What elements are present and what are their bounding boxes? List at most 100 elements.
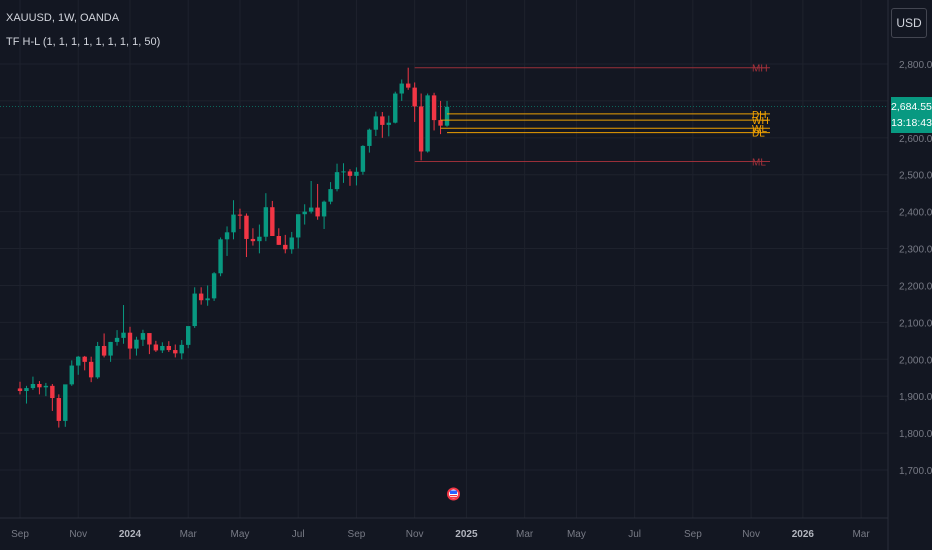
candle-body[interactable]	[82, 356, 87, 362]
candle-body[interactable]	[160, 345, 165, 351]
candle-body[interactable]	[289, 237, 294, 250]
candle-body[interactable]	[88, 361, 94, 378]
candle-body[interactable]	[302, 211, 307, 215]
candle-body[interactable]	[95, 345, 100, 378]
candle-body[interactable]	[257, 236, 262, 242]
candle-body[interactable]	[121, 332, 126, 338]
last-price-tag: 2,684.550 13:18:43	[891, 97, 932, 133]
candle-body[interactable]	[17, 388, 23, 392]
candle-body[interactable]	[354, 171, 359, 176]
candle-body[interactable]	[418, 106, 424, 152]
x-tick-label: Sep	[11, 529, 29, 540]
candle-body[interactable]	[380, 116, 385, 125]
x-tick-label: Nov	[69, 529, 87, 540]
candle-body[interactable]	[166, 345, 172, 351]
candle-body[interactable]	[50, 385, 55, 399]
candle-body[interactable]	[198, 293, 204, 301]
candle-body[interactable]	[218, 239, 223, 274]
candle-body[interactable]	[283, 244, 288, 250]
y-tick-label: 2,400.000	[899, 208, 932, 219]
candle-body[interactable]	[237, 214, 243, 216]
candle-body[interactable]	[186, 326, 191, 345]
candle-body[interactable]	[334, 172, 340, 190]
y-tick-label: 2,500.000	[899, 171, 932, 182]
currency-button[interactable]: USD	[891, 8, 927, 38]
candle-body[interactable]	[393, 93, 398, 123]
candle-body[interactable]	[147, 333, 152, 345]
candle-body[interactable]	[127, 332, 133, 349]
candle-body[interactable]	[444, 106, 450, 126]
candle-body[interactable]	[250, 238, 256, 242]
candle-body[interactable]	[367, 129, 372, 146]
y-tick-label: 2,200.000	[899, 281, 932, 292]
candle-body[interactable]	[270, 207, 275, 236]
y-tick-label: 1,900.000	[899, 392, 932, 403]
candle-body[interactable]	[244, 215, 249, 239]
candle-body[interactable]	[406, 83, 411, 88]
candle-body[interactable]	[173, 350, 178, 354]
candle-body[interactable]	[438, 120, 443, 126]
candle-body[interactable]	[308, 207, 314, 212]
indicator-label[interactable]: TF H-L (1, 1, 1, 1, 1, 1, 1, 1, 50)	[6, 36, 161, 48]
us-flag-canton	[449, 490, 457, 494]
last-price-value: 2,684.550	[891, 101, 932, 113]
candle-body[interactable]	[315, 207, 320, 217]
x-tick-label: Sep	[684, 529, 702, 540]
x-tick-label: Sep	[348, 529, 366, 540]
candle-body[interactable]	[24, 388, 29, 392]
candle-body[interactable]	[425, 95, 430, 152]
x-tick-label: 2025	[455, 529, 478, 540]
x-tick-label: Jul	[628, 529, 641, 540]
y-tick-label: 1,800.000	[899, 429, 932, 440]
x-tick-label: Nov	[742, 529, 760, 540]
us-flag-stripe	[449, 497, 457, 499]
x-tick-label: May	[567, 529, 586, 540]
candle-body[interactable]	[56, 398, 62, 421]
candle-body[interactable]	[114, 337, 120, 342]
candle-body[interactable]	[211, 273, 217, 299]
candle-body[interactable]	[30, 384, 36, 389]
candle-body[interactable]	[263, 207, 269, 237]
candle-body[interactable]	[224, 232, 230, 240]
x-tick-label: Mar	[180, 529, 198, 540]
candle-body[interactable]	[205, 298, 210, 301]
candle-body[interactable]	[231, 214, 236, 233]
candle-body[interactable]	[108, 341, 113, 356]
candle-body[interactable]	[192, 293, 197, 327]
level-label-dl: DL	[752, 129, 765, 140]
candle-body[interactable]	[347, 171, 353, 176]
candle-body[interactable]	[373, 116, 379, 130]
candle-body[interactable]	[296, 214, 301, 238]
candle-body[interactable]	[43, 385, 49, 388]
candle-body[interactable]	[69, 365, 74, 385]
candle-body[interactable]	[179, 344, 184, 354]
y-tick-label: 2,000.000	[899, 355, 932, 366]
level-label-wl: WL	[752, 124, 767, 135]
x-tick-label: May	[231, 529, 250, 540]
x-tick-label: 2026	[792, 529, 815, 540]
candle-body[interactable]	[328, 189, 333, 202]
candle-body[interactable]	[153, 344, 159, 351]
candle-body[interactable]	[140, 333, 146, 340]
x-tick-label: Mar	[516, 529, 534, 540]
candle-body[interactable]	[37, 384, 42, 388]
candle-body[interactable]	[276, 235, 281, 245]
y-tick-label: 1,700.000	[899, 466, 932, 477]
candle-body[interactable]	[399, 83, 404, 94]
candle-body[interactable]	[76, 356, 81, 366]
x-tick-label: Jul	[292, 529, 305, 540]
y-tick-label: 2,800.000	[899, 60, 932, 71]
candle-body[interactable]	[321, 201, 327, 217]
candle-body[interactable]	[101, 345, 107, 356]
candle-body[interactable]	[134, 339, 139, 349]
candle-body[interactable]	[386, 122, 391, 125]
candle-body[interactable]	[341, 171, 346, 173]
level-label-wh: WH	[752, 116, 769, 127]
us-flag-stripe	[449, 495, 457, 497]
y-tick-label: 2,100.000	[899, 318, 932, 329]
candle-body[interactable]	[360, 145, 366, 172]
candle-body[interactable]	[412, 87, 417, 107]
candle-body[interactable]	[431, 95, 437, 121]
candle-body[interactable]	[63, 384, 68, 421]
